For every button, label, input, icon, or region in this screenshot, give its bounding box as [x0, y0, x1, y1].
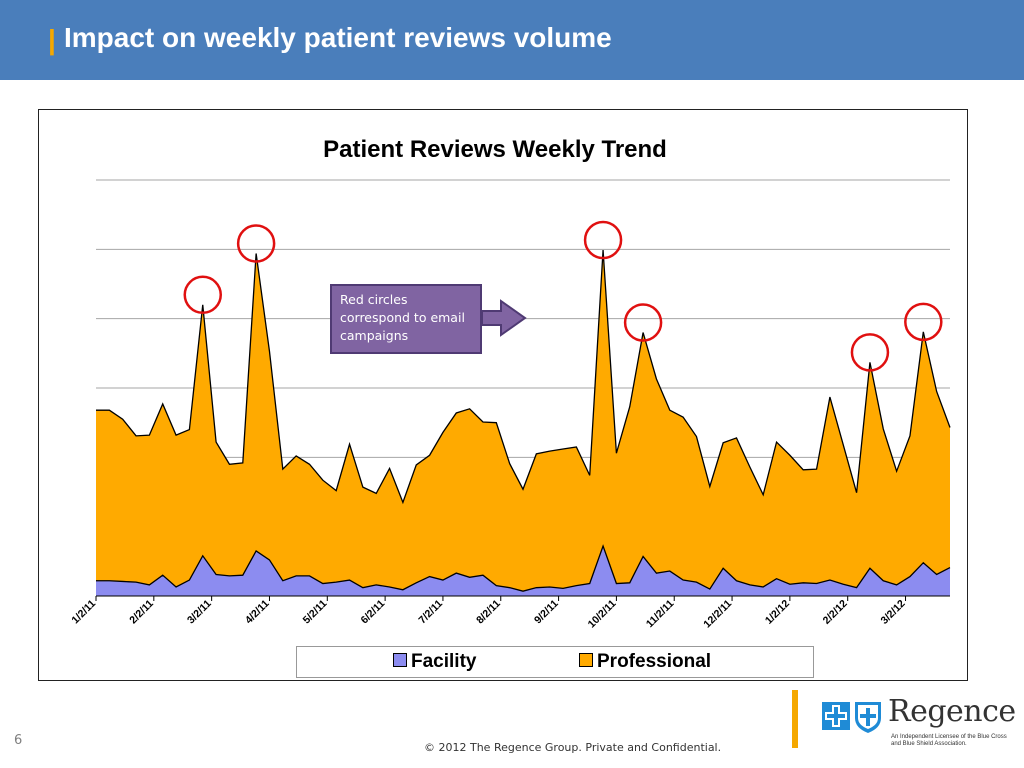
legend-label-facility: Facility [411, 651, 477, 672]
email-campaign-circle [236, 224, 276, 263]
blue-shield-icon [855, 702, 881, 733]
x-tick-label: 11/2/11 [644, 598, 677, 631]
email-campaign-circle [850, 333, 890, 372]
page-number: 6 [14, 733, 23, 748]
x-tick-label: 4/2/11 [243, 598, 272, 627]
logo-tagline: An Independent Licensee of the Blue Cros… [891, 734, 1007, 747]
x-tick-label: 10/2/11 [586, 598, 619, 631]
slide-title: Impact on weekly patient reviews volume [64, 22, 612, 53]
x-tick-label: 7/2/11 [416, 598, 445, 627]
footer-copyright: © 2012 The Regence Group. Private and Co… [424, 741, 722, 754]
logo-icons [822, 698, 884, 739]
weekly-trend-chart: Patient Reviews Weekly Trend 1/2/11 2/2/11… [69, 136, 951, 631]
x-tick-label: 9/2/11 [532, 598, 561, 627]
x-tick-label: 1/2/12 [763, 598, 792, 627]
x-tick-label: 12/2/11 [701, 598, 734, 631]
email-campaign-circle [904, 302, 943, 342]
legend-item-professional: Professional [579, 651, 711, 673]
chart-legend: Facility Professional [296, 646, 814, 678]
legend-label-professional: Professional [597, 651, 712, 672]
email-campaign-circle [583, 220, 623, 260]
email-campaign-callout: Red circles correspond to email campaign… [330, 284, 482, 354]
legend-swatch-professional [579, 652, 593, 667]
legend-item-facility: Facility [393, 651, 476, 673]
slide-header: | Impact on weekly patient reviews volum… [0, 0, 1024, 80]
x-tick-label: 8/2/11 [474, 598, 503, 627]
series-area-facility [96, 546, 950, 596]
blue-cross-icon [822, 702, 850, 730]
series-line-professional [96, 249, 951, 505]
x-tick-label: 1/2/11 [69, 598, 98, 627]
callout-arrow [481, 299, 527, 337]
legend-swatch-facility [393, 652, 407, 667]
x-tick-label: 6/2/11 [359, 598, 388, 627]
x-tick-label: 3/2/12 [879, 598, 908, 627]
chart-frame: Patient Reviews Weekly Trend 1/2/11 2/2/11… [38, 109, 968, 681]
series-area-professional [96, 250, 950, 592]
chart-title: Patient Reviews Weekly Trend [323, 136, 667, 163]
logo-wordmark: Regence [888, 694, 1016, 729]
series-line-facility [96, 544, 951, 592]
email-campaign-circle [623, 303, 663, 342]
logo-divider [792, 690, 798, 748]
email-campaign-circle [183, 275, 222, 315]
x-tick-label: 2/2/12 [821, 598, 850, 627]
header-accent-bar: | [48, 24, 56, 55]
x-tick-label: 3/2/11 [185, 598, 214, 627]
x-tick-label: 2/2/11 [127, 598, 156, 627]
x-tick-label: 5/2/11 [301, 598, 330, 627]
